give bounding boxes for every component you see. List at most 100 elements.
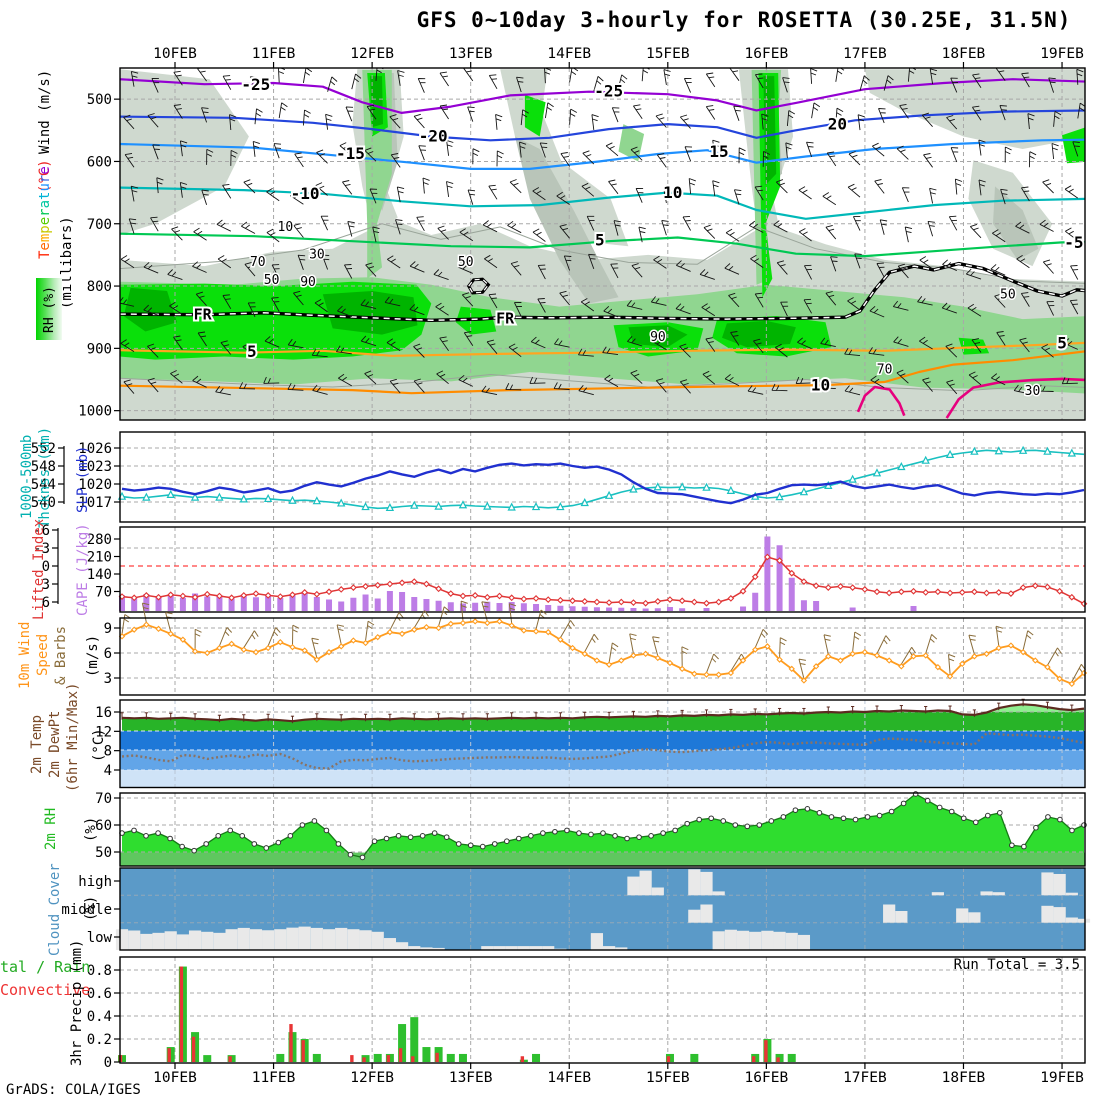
- svg-text:18FEB: 18FEB: [942, 1070, 986, 1086]
- svg-text:17FEB: 17FEB: [843, 1070, 887, 1086]
- svg-text:210: 210: [87, 550, 112, 566]
- svg-text:1000: 1000: [78, 404, 112, 420]
- axis-label-2m-rh: 2m RH: [43, 807, 59, 851]
- axis-label-temperature: Temperature: [37, 166, 53, 259]
- svg-text:8: 8: [104, 744, 112, 760]
- axis-label-rh-pct: (%): [83, 816, 99, 842]
- svg-text:540: 540: [31, 495, 56, 511]
- svg-text:6: 6: [42, 595, 50, 611]
- svg-text:10FEB: 10FEB: [153, 46, 197, 62]
- svg-text:70: 70: [95, 585, 112, 601]
- svg-text:14FEB: 14FEB: [547, 1070, 591, 1086]
- axis-label-speed: Speed: [35, 633, 51, 677]
- svg-text:low: low: [87, 930, 113, 946]
- axis-label-cloud-pct: (%): [83, 895, 99, 921]
- svg-text:16FEB: 16FEB: [745, 1070, 789, 1086]
- svg-text:140: 140: [87, 567, 112, 583]
- axis-label-slp: SLP (mb): [75, 445, 91, 513]
- svg-text:FR: FR: [496, 309, 515, 327]
- svg-text:-6: -6: [33, 523, 50, 539]
- t2m-panel: 16 12 8 4: [95, 698, 1086, 789]
- svg-text:-3: -3: [33, 541, 50, 557]
- svg-text:10FEB: 10FEB: [153, 1070, 197, 1086]
- axis-label-millibars: (millibars): [59, 216, 75, 310]
- svg-text:70: 70: [250, 255, 266, 270]
- svg-text:-20: -20: [419, 127, 448, 146]
- svg-text:10: 10: [811, 376, 830, 395]
- svg-text:1026: 1026: [78, 441, 112, 457]
- rh2m-panel: 70 60 50: [95, 791, 1087, 867]
- svg-text:0.6: 0.6: [87, 986, 112, 1002]
- svg-text:13FEB: 13FEB: [449, 46, 493, 62]
- upper-air-content: 10 70 50 90 30 50 90 70 50 30 -25 -25 -20 20 -15 15 -10 1…: [120, 68, 1085, 420]
- svg-text:-5: -5: [1064, 233, 1083, 252]
- axis-label-cloud-cover: Cloud Cover: [47, 863, 63, 957]
- svg-text:12: 12: [95, 724, 112, 740]
- svg-text:15: 15: [709, 142, 728, 161]
- svg-text:4: 4: [104, 763, 112, 779]
- t2m-green-fill: [122, 704, 1084, 731]
- wind10m-panel: 9 6 3: [104, 600, 1088, 696]
- svg-text:10: 10: [663, 183, 682, 202]
- run-total-label: Run Total = 3.5: [954, 957, 1080, 973]
- axis-label-degc-2m: (°C): [91, 728, 107, 762]
- axis-label-thickness-1: 1000-500mb: [19, 434, 35, 520]
- axis-label-ms: (m/s): [85, 634, 101, 678]
- axis-label-thickness-2: Thcknss (dm): [37, 426, 53, 528]
- svg-text:900: 900: [87, 341, 112, 357]
- svg-text:-10: -10: [291, 184, 320, 203]
- svg-text:5: 5: [595, 231, 605, 250]
- svg-text:13FEB: 13FEB: [449, 1070, 493, 1086]
- svg-text:17FEB: 17FEB: [843, 46, 887, 62]
- axis-label-cape: CAPE (J/kg): [75, 523, 91, 616]
- svg-text:18FEB: 18FEB: [942, 46, 986, 62]
- svg-text:70: 70: [95, 791, 112, 807]
- svg-text:280: 280: [87, 532, 112, 548]
- svg-text:600: 600: [87, 154, 112, 170]
- rh-shade-legend: RH (%): [36, 278, 62, 340]
- svg-text:1017: 1017: [78, 495, 112, 511]
- axis-label-10m-wind: 10m Wind: [17, 621, 33, 689]
- svg-text:0.2: 0.2: [87, 1032, 112, 1048]
- svg-text:0.8: 0.8: [87, 963, 112, 979]
- svg-text:16FEB: 16FEB: [745, 46, 789, 62]
- svg-text:700: 700: [87, 217, 112, 233]
- svg-text:50: 50: [264, 273, 280, 288]
- svg-text:11FEB: 11FEB: [252, 1070, 296, 1086]
- svg-text:3: 3: [104, 671, 112, 687]
- svg-text:552: 552: [31, 441, 56, 457]
- svg-text:9: 9: [104, 621, 112, 637]
- svg-text:-15: -15: [336, 144, 365, 163]
- svg-text:1023: 1023: [78, 459, 112, 475]
- svg-text:10: 10: [278, 220, 294, 235]
- axis-label-wind-ms: Wind (m/s): [37, 69, 53, 155]
- svg-text:19FEB: 19FEB: [1040, 1070, 1084, 1086]
- svg-text:30: 30: [1025, 384, 1041, 399]
- axis-label-lifted-index: Lifted Index: [31, 518, 47, 620]
- svg-text:500: 500: [87, 92, 112, 108]
- legend-convective: Convective: [0, 981, 91, 999]
- svg-text:20: 20: [828, 115, 847, 134]
- svg-text:70: 70: [877, 362, 893, 377]
- precip-panel: 0.8 0.6 0.4 0.2 0 10FEB 11FEB 12FEB 13FEB 14FEB 15…: [87, 956, 1086, 1086]
- axis-label-2m-dewpt: 2m DewPt: [47, 710, 63, 778]
- svg-text:-25: -25: [241, 75, 270, 94]
- svg-text:5: 5: [1057, 333, 1067, 352]
- svg-text:50: 50: [1000, 288, 1016, 303]
- svg-text:800: 800: [87, 279, 112, 295]
- axis-label-2m-temp: 2m Temp: [29, 714, 45, 774]
- svg-text:90: 90: [650, 330, 666, 345]
- svg-text:544: 544: [31, 477, 56, 493]
- svg-text:16: 16: [95, 705, 112, 721]
- svg-text:11FEB: 11FEB: [252, 46, 296, 62]
- svg-text:15FEB: 15FEB: [646, 1070, 690, 1086]
- svg-text:30: 30: [309, 248, 325, 263]
- page-title: GFS 0~10day 3-hourly for ROSETTA (30.25E…: [416, 8, 1072, 32]
- svg-text:12FEB: 12FEB: [350, 1070, 394, 1086]
- svg-text:50: 50: [95, 845, 112, 861]
- upper-air-panel: 10 70 50 90 30 50 90 70 50 30 -25 -25 -20 20 -15 15 -10 1…: [78, 46, 1086, 421]
- axis-label-3hr-precip: 3hr Precip (mm): [69, 939, 85, 1066]
